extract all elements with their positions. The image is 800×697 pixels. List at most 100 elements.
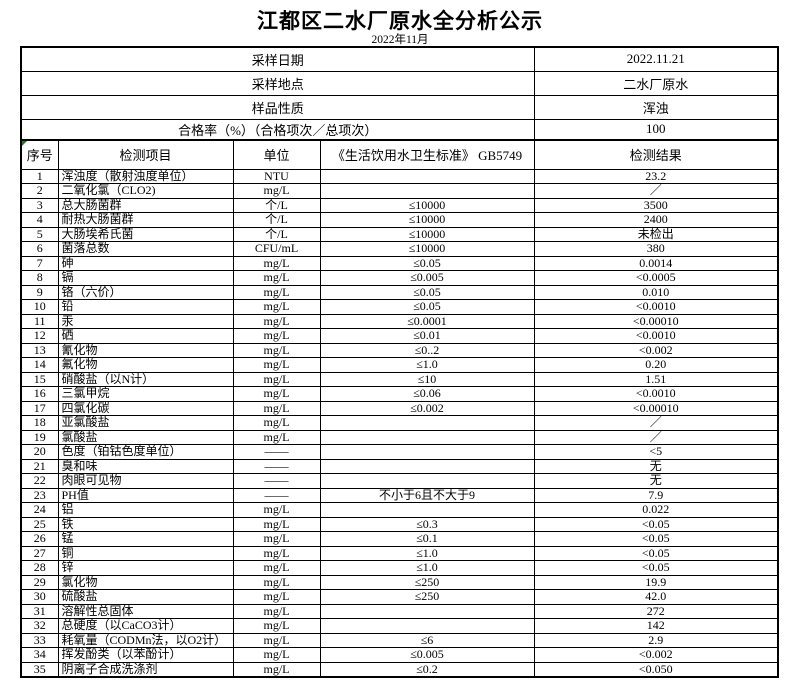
item-name: 总大肠菌群: [57, 197, 234, 213]
table-row: 29 氯化物 mg/L ≤250 19.9: [20, 574, 779, 590]
item-standard: ≤0.2: [319, 661, 535, 677]
table-row: 18 亚氯酸盐 mg/L ／: [20, 415, 779, 431]
item-unit: mg/L: [232, 299, 321, 315]
item-standard: ≤0.05: [319, 284, 535, 300]
item-unit: mg/L: [232, 415, 321, 431]
row-no: 23: [20, 487, 59, 503]
item-name: 硝酸盐（以N计）: [57, 371, 234, 387]
row-no: 27: [20, 545, 59, 561]
info-label: 采样日期: [20, 46, 535, 72]
item-name: 臭和味: [57, 458, 234, 474]
table-row: 26 锰 mg/L ≤0.1 <0.05: [20, 531, 779, 547]
item-name: 总硬度（以CaCO3计）: [57, 618, 234, 634]
item-unit: mg/L: [232, 183, 321, 199]
item-standard: ≤250: [319, 574, 535, 590]
item-result: 0.022: [533, 502, 779, 518]
table-row: 4 耐热大肠菌群 个/L ≤10000 2400: [20, 212, 779, 228]
item-unit: mg/L: [232, 342, 321, 358]
info-row: 采样地点 二水厂原水: [20, 70, 779, 96]
item-unit: ——: [232, 444, 321, 460]
table-row: 10 铅 mg/L ≤0.05 <0.0010: [20, 299, 779, 315]
item-unit: ——: [232, 487, 321, 503]
item-name: 亚氯酸盐: [57, 415, 234, 431]
item-unit: mg/L: [232, 255, 321, 271]
item-name: 氰化物: [57, 342, 234, 358]
table-row: 2 二氧化氯（CLO2) mg/L ／: [20, 183, 779, 199]
item-name: 铝: [57, 502, 234, 518]
item-result: <0.050: [533, 661, 779, 677]
item-standard: ≤10000: [319, 226, 535, 242]
item-standard: ≤10000: [319, 197, 535, 213]
row-no: 15: [20, 371, 59, 387]
item-result: 无: [533, 473, 779, 489]
table-row: 19 氯酸盐 mg/L ／: [20, 429, 779, 445]
page: 江都区二水厂原水全分析公示 2022年11月 采样日期 2022.11.21 采样地…: [0, 9, 800, 678]
info-value: 浑浊: [533, 94, 779, 120]
info-value: 2022.11.21: [533, 46, 779, 72]
row-no: 3: [20, 197, 59, 213]
item-result: 380: [533, 241, 779, 257]
table-row: 7 砷 mg/L ≤0.05 0.0014: [20, 255, 779, 271]
table-row: 9 铬（六价） mg/L ≤0.05 0.010: [20, 284, 779, 300]
item-standard: ≤0.1: [319, 531, 535, 547]
row-no: 13: [20, 342, 59, 358]
row-no: 9: [20, 284, 59, 300]
item-result: <0.05: [533, 516, 779, 532]
table-row: 25 铁 mg/L ≤0.3 <0.05: [20, 516, 779, 532]
table-row: 6 菌落总数 CFU/mL ≤10000 380: [20, 241, 779, 257]
info-row: 采样日期 2022.11.21: [20, 46, 779, 72]
item-result: ／: [533, 183, 779, 199]
row-no: 5: [20, 226, 59, 242]
table-row: 17 四氯化碳 mg/L ≤0.002 <0.00010: [20, 400, 779, 416]
item-unit: mg/L: [232, 574, 321, 590]
item-result: <0.0010: [533, 328, 779, 344]
table-row: 3 总大肠菌群 个/L ≤10000 3500: [20, 197, 779, 213]
item-standard: ≤0.05: [319, 299, 535, 315]
item-standard: [319, 502, 535, 518]
item-name: 三氯甲烷: [57, 386, 234, 402]
info-row: 样品性质 浑浊: [20, 94, 779, 120]
info-label: 合格率（%）（合格项次／总项次）: [20, 118, 535, 141]
table-row: 13 氰化物 mg/L ≤0..2 <0.002: [20, 342, 779, 358]
item-result: <0.0010: [533, 386, 779, 402]
info-value: 二水厂原水: [533, 70, 779, 96]
data-section: 1 浑浊度（散射浊度单位） NTU 23.2 2 二氧化氯（CLO2) mg/L ／ 3 总大肠菌…: [20, 168, 779, 677]
item-standard: ≤1.0: [319, 357, 535, 373]
column-header: 单位: [232, 139, 321, 170]
item-result: ／: [533, 429, 779, 445]
table-row: 5 大肠埃希氏菌 个/L ≤10000 未检出: [20, 226, 779, 242]
item-result: <0.002: [533, 647, 779, 663]
table-row: 15 硝酸盐（以N计） mg/L ≤10 1.51: [20, 371, 779, 387]
table-row: 1 浑浊度（散射浊度单位） NTU 23.2: [20, 168, 779, 184]
item-name: 挥发酚类（以苯酚计）: [57, 647, 234, 663]
item-unit: mg/L: [232, 545, 321, 561]
item-unit: 个/L: [232, 212, 321, 228]
item-standard: ≤0.05: [319, 255, 535, 271]
item-unit: mg/L: [232, 328, 321, 344]
row-no: 11: [20, 313, 59, 329]
item-standard: [319, 618, 535, 634]
column-header-row: 序号 检测项目 单位 《生活饮用水卫生标准》 GB5749 检测结果: [20, 139, 779, 170]
item-standard: ≤10: [319, 371, 535, 387]
row-no: 21: [20, 458, 59, 474]
row-no: 32: [20, 618, 59, 634]
row-no: 8: [20, 270, 59, 286]
column-header: 序号: [20, 139, 59, 170]
row-no: 30: [20, 589, 59, 605]
table-row: 32 总硬度（以CaCO3计） mg/L 142: [20, 618, 779, 634]
item-name: 四氯化碳: [57, 400, 234, 416]
item-result: <0.0005: [533, 270, 779, 286]
row-no: 33: [20, 632, 59, 648]
table-row: 28 锌 mg/L ≤1.0 <0.05: [20, 560, 779, 576]
item-standard: [319, 603, 535, 619]
item-name: 色度（铂钴色度单位）: [57, 444, 234, 460]
row-no: 4: [20, 212, 59, 228]
row-no: 10: [20, 299, 59, 315]
item-result: 1.51: [533, 371, 779, 387]
row-no: 16: [20, 386, 59, 402]
row-no: 17: [20, 400, 59, 416]
table-row: 30 硫酸盐 mg/L ≤250 42.0: [20, 589, 779, 605]
item-standard: [319, 429, 535, 445]
item-result: <0.0010: [533, 299, 779, 315]
row-no: 6: [20, 241, 59, 257]
